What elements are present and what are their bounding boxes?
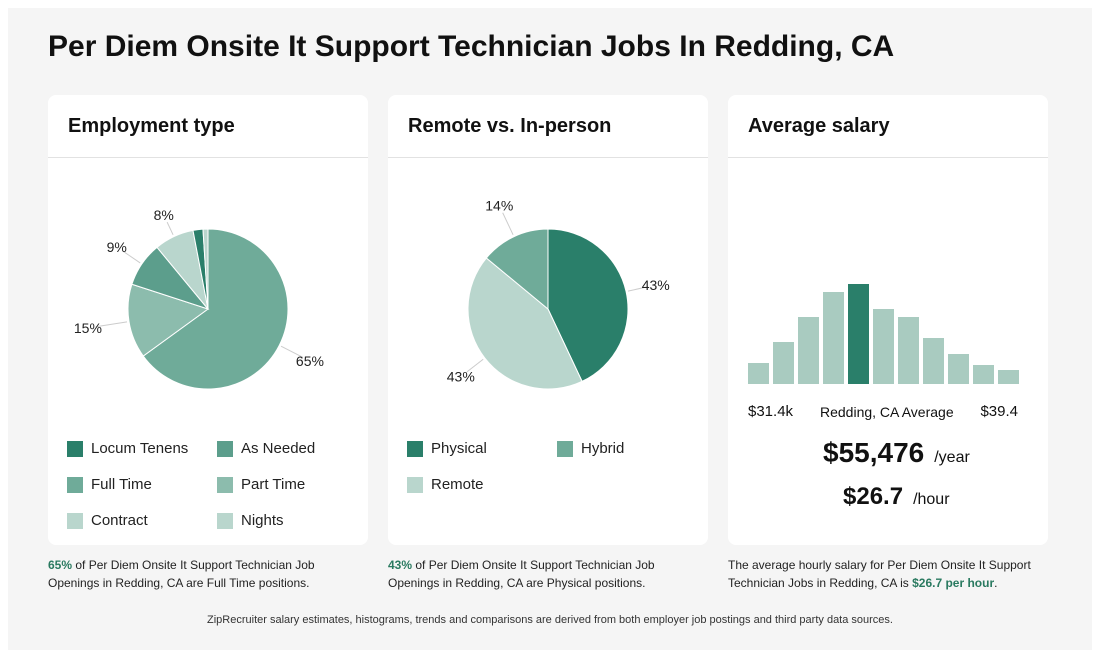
employment-type-card: Employment type 65% 15% 9% 8% Locum Tenens A…	[48, 95, 368, 545]
legend-item-part-time: Part Time	[217, 476, 305, 493]
legend-item-full-time: Full Time	[67, 476, 152, 493]
legend-label: Full Time	[91, 476, 152, 493]
employment-caption-percent: 65%	[48, 558, 73, 572]
legend-swatch	[67, 512, 83, 529]
legend-item-remote: Remote	[407, 476, 484, 493]
legend-label: Physical	[431, 440, 487, 457]
average-salary-card: Average salary $31.4k Redding, CA Averag…	[728, 95, 1048, 545]
pie-label-hybrid: 14%	[485, 197, 513, 213]
pie-label-leader-as-needed	[123, 251, 141, 264]
pie-slice-part-time	[127, 283, 210, 357]
legend-item-nights: Nights	[217, 512, 284, 529]
hourly-salary-unit: /hour	[913, 491, 950, 508]
pie-label-as-needed: 9%	[107, 239, 127, 255]
histogram-bar	[748, 363, 769, 384]
remote-vs-inperson-pie-chart: 43% 43% 14%	[447, 197, 670, 390]
legend-item-contract: Contract	[67, 512, 148, 529]
pie-label-contract: 8%	[154, 207, 174, 223]
salary-range-labels: $31.4k Redding, CA Average $39.4	[728, 401, 1048, 425]
salary-max-label: $39.4	[980, 403, 1018, 420]
pie-slice-full-time	[142, 228, 289, 390]
salary-caption-text: The average hourly salary for Per Diem O…	[728, 558, 1031, 590]
histogram-bar	[873, 309, 894, 384]
remote-caption-percent: 43%	[388, 558, 413, 572]
legend-label: Contract	[91, 512, 148, 529]
histogram-bar	[798, 317, 819, 384]
histogram-bar-average	[848, 284, 869, 384]
pie-label-leader-remote	[466, 358, 484, 373]
legend-swatch	[217, 476, 233, 493]
salary-caption-highlight: $26.7 per hour	[912, 576, 995, 590]
pie-label-leader-hybrid	[502, 212, 514, 236]
histogram-bar	[973, 365, 994, 384]
legend-label: Remote	[431, 476, 484, 493]
legend-label: Nights	[241, 512, 284, 529]
salary-histogram	[748, 284, 1019, 384]
pie-label-leader-physical	[627, 286, 649, 292]
yearly-salary-value: $55,476	[823, 437, 925, 468]
remote-vs-inperson-card: Remote vs. In-person 43% 43% 14% Physical H…	[388, 95, 708, 545]
legend-swatch	[407, 476, 423, 493]
average-salary-title: Average salary	[728, 95, 1048, 158]
histogram-bar	[923, 338, 944, 384]
pie-label-leader-contract	[166, 221, 174, 236]
yearly-salary-unit: /year	[934, 449, 970, 466]
remote-caption: 43% of Per Diem Onsite It Support Techni…	[388, 556, 708, 592]
legend-swatch	[217, 440, 233, 457]
legend-swatch	[67, 440, 83, 457]
pie-label-physical: 43%	[642, 277, 670, 293]
histogram-bar	[898, 317, 919, 384]
salary-min-label: $31.4k	[748, 403, 794, 420]
employment-type-caption: 65% of Per Diem Onsite It Support Techni…	[48, 556, 368, 592]
pie-label-leader-full-time	[280, 345, 304, 358]
histogram-bar	[773, 342, 794, 384]
legend-item-hybrid: Hybrid	[557, 440, 624, 457]
pie-slice-hybrid	[485, 228, 549, 311]
histogram-bar	[998, 370, 1019, 384]
footer-disclaimer: ZipRecruiter salary estimates, histogram…	[207, 614, 893, 626]
hourly-salary: $26.7/hour	[843, 483, 950, 511]
employment-caption-text: of Per Diem Onsite It Support Technician…	[48, 558, 315, 590]
pie-label-part-time: 15%	[74, 320, 102, 336]
pie-slice-remote	[467, 257, 583, 390]
legend-item-as-needed: As Needed	[217, 440, 315, 457]
legend-item-physical: Physical	[407, 440, 487, 457]
pie-slice-nights	[202, 228, 209, 310]
legend-label: As Needed	[241, 440, 316, 457]
pie-label-full-time: 65%	[296, 353, 324, 369]
legend-item-locum-tenens: Locum Tenens	[67, 440, 188, 457]
salary-caption: The average hourly salary for Per Diem O…	[728, 556, 1048, 592]
employment-type-pie-chart: 65% 15% 9% 8%	[74, 207, 324, 390]
histogram-bar	[823, 292, 844, 384]
hourly-salary-value: $26.7	[843, 483, 904, 510]
page-title: Per Diem Onsite It Support Technician Jo…	[48, 30, 895, 63]
legend-swatch	[407, 440, 423, 457]
pie-label-leader-part-time	[95, 321, 128, 328]
remote-caption-text: of Per Diem Onsite It Support Technician…	[388, 558, 655, 590]
legend-label: Hybrid	[581, 440, 625, 457]
legend-swatch	[67, 476, 83, 493]
pie-label-remote: 43%	[447, 369, 475, 385]
salary-caption-end: .	[994, 576, 998, 590]
histogram-bar	[948, 354, 969, 384]
legend-swatch	[557, 440, 573, 457]
legend-label: Locum Tenens	[91, 440, 189, 457]
pie-slice-physical	[547, 228, 629, 383]
legend-label: Part Time	[241, 476, 306, 493]
employment-type-title: Employment type	[48, 95, 368, 158]
yearly-salary: $55,476/year	[823, 437, 970, 469]
legend-swatch	[217, 512, 233, 529]
salary-average-location-label: Redding, CA Average	[820, 404, 954, 420]
remote-vs-inperson-title: Remote vs. In-person	[388, 95, 708, 158]
